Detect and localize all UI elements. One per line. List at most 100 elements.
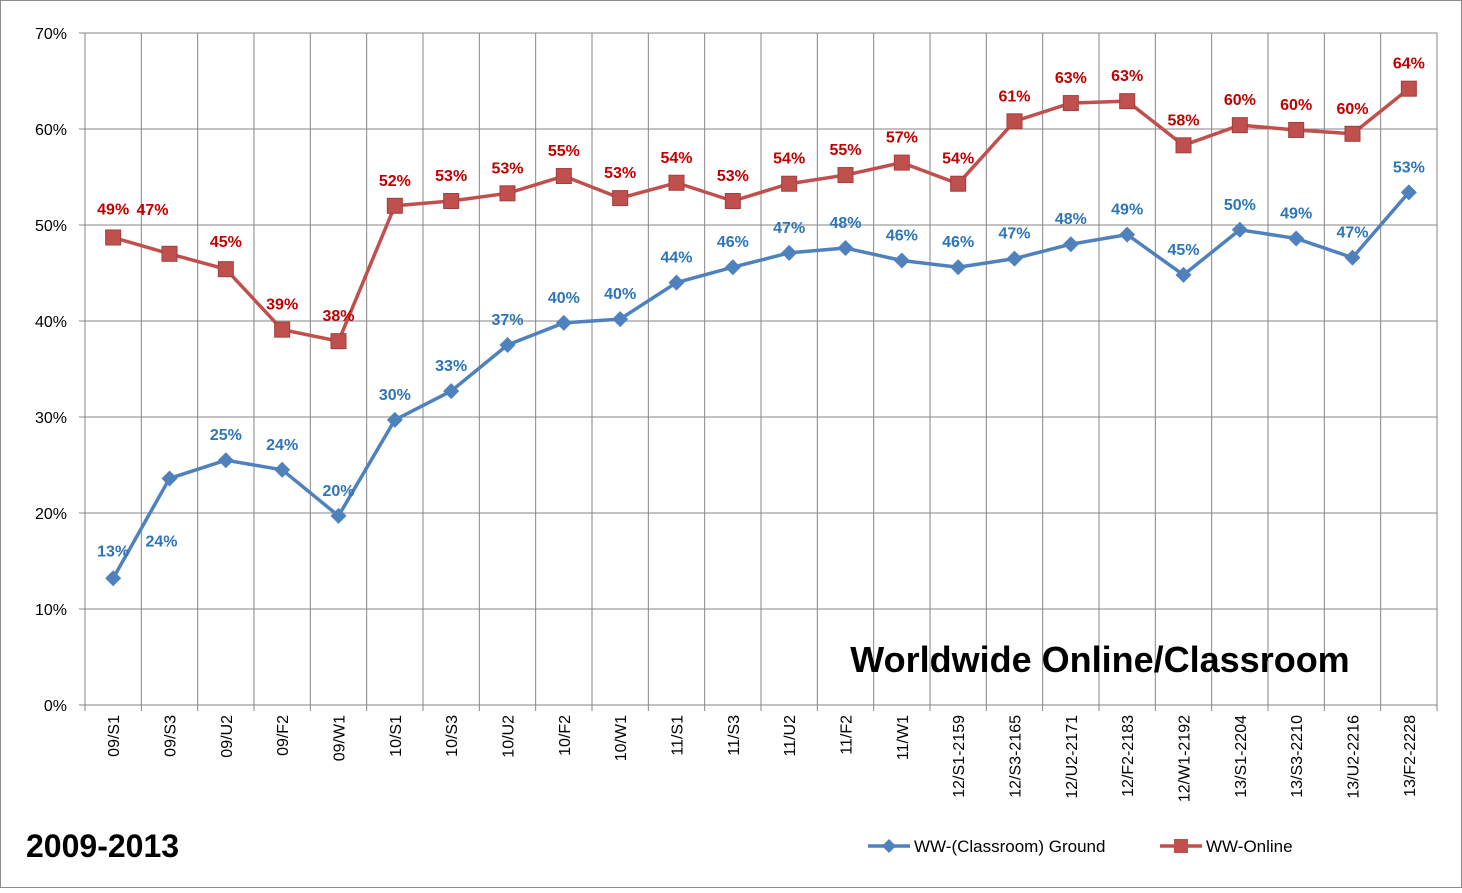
data-point [668, 174, 685, 191]
data-label: 53% [717, 168, 749, 185]
data-point [612, 190, 629, 207]
x-tick-label: 12/U2-2171 [1064, 715, 1081, 799]
data-label: 48% [1055, 211, 1087, 228]
y-tick-label: 70% [35, 26, 67, 43]
x-tick-label: 10/U2 [501, 715, 518, 758]
axes: 0% 10% 20% 30% 40% 50% 60% 70% 09/S1 09/S3 09/U2 09… [35, 26, 1438, 802]
x-tick-label: 11/U2 [782, 715, 799, 757]
data-label: 53% [1393, 159, 1425, 176]
data-label: 46% [886, 228, 918, 245]
data-point [443, 193, 460, 209]
data-point [893, 154, 910, 171]
data-label: 60% [1224, 92, 1256, 109]
data-point [612, 311, 629, 328]
data-point [161, 470, 178, 487]
data-point [499, 337, 516, 353]
data-label: 47% [998, 226, 1030, 243]
data-point [217, 452, 234, 469]
data-label: 53% [491, 160, 523, 177]
x-tick-label: 10/F2 [557, 715, 574, 756]
data-label: 49% [1111, 202, 1143, 219]
legend-marker [1174, 839, 1188, 853]
data-point [893, 252, 910, 269]
data-label: 54% [773, 151, 805, 168]
data-point [837, 240, 854, 257]
data-label: 13% [97, 543, 129, 560]
y-tick-label: 10% [35, 602, 67, 619]
data-label: 58% [1167, 112, 1199, 129]
y-tick-label: 40% [35, 314, 67, 331]
data-point [724, 259, 741, 276]
data-point [555, 314, 572, 331]
x-tick-label: 10/W1 [613, 715, 630, 761]
y-tick-label: 50% [35, 218, 67, 235]
data-point [1288, 230, 1305, 247]
data-label: 52% [379, 173, 411, 190]
data-point [386, 411, 403, 428]
chart-title: Worldwide Online/Classroom [850, 639, 1349, 680]
data-point [1062, 236, 1079, 253]
data-point [1231, 117, 1248, 134]
x-tick-label: 10/S1 [388, 715, 405, 757]
data-point [1288, 121, 1305, 138]
series-line [112, 87, 1410, 343]
data-point [1062, 95, 1079, 112]
data-label: 63% [1055, 70, 1087, 87]
series-line [111, 191, 1411, 580]
x-tick-label: 13/F2-2228 [1402, 715, 1419, 797]
data-label: 53% [435, 168, 467, 185]
data-label: 61% [998, 88, 1030, 105]
y-tick-label: 60% [35, 122, 67, 139]
data-point [781, 175, 798, 192]
data-point [330, 507, 347, 524]
data-label: 38% [322, 308, 354, 325]
data-point [443, 383, 460, 400]
x-tick-label: 11/S3 [726, 715, 743, 756]
data-point [105, 229, 122, 246]
data-label: 45% [1167, 242, 1199, 259]
data-label: 60% [1280, 97, 1312, 114]
data-point [1006, 113, 1023, 130]
data-label: 55% [548, 143, 580, 160]
data-point [1119, 226, 1136, 243]
legend-marker [882, 839, 896, 853]
data-label: 44% [660, 250, 692, 267]
data-label: 60% [1336, 101, 1368, 118]
data-point [1006, 250, 1023, 267]
data-label: 37% [491, 312, 523, 329]
data-label: 25% [210, 427, 242, 444]
data-point [1400, 80, 1417, 97]
data-label: 48% [829, 215, 861, 232]
x-tick-label: 13/S3-2210 [1289, 715, 1306, 798]
data-label: 53% [604, 165, 636, 182]
data-label: 40% [604, 286, 636, 303]
data-point [1344, 125, 1361, 142]
period-label: 2009-2013 [26, 828, 179, 864]
data-point [274, 321, 291, 338]
data-point [1175, 137, 1192, 154]
data-label: 24% [145, 533, 177, 550]
data-point [724, 193, 741, 209]
data-point [330, 333, 347, 350]
legend: WW-(Classroom) Ground WW-Online [868, 837, 1293, 856]
x-tick-label: 12/S3-2165 [1008, 715, 1025, 798]
x-tick-label: 09/F2 [275, 715, 292, 756]
x-tick-label: 12/W1-2192 [1177, 715, 1194, 802]
data-point [217, 261, 234, 278]
x-tick-label: 13/U2-2216 [1346, 715, 1363, 799]
data-label: 39% [266, 297, 298, 314]
data-label: 63% [1111, 68, 1143, 85]
data-label: 47% [1336, 225, 1368, 242]
data-label: 40% [548, 290, 580, 307]
data-label: 64% [1393, 56, 1425, 73]
data-point [1175, 266, 1192, 283]
data-point [105, 570, 122, 587]
x-tick-label: 11/S1 [670, 715, 687, 756]
data-point [781, 244, 798, 261]
data-label: 55% [829, 142, 861, 159]
x-tick-label: 09/U2 [219, 715, 236, 758]
legend-label: WW-Online [1206, 837, 1293, 856]
legend-label: WW-(Classroom) Ground [914, 837, 1105, 856]
data-point [386, 197, 403, 214]
